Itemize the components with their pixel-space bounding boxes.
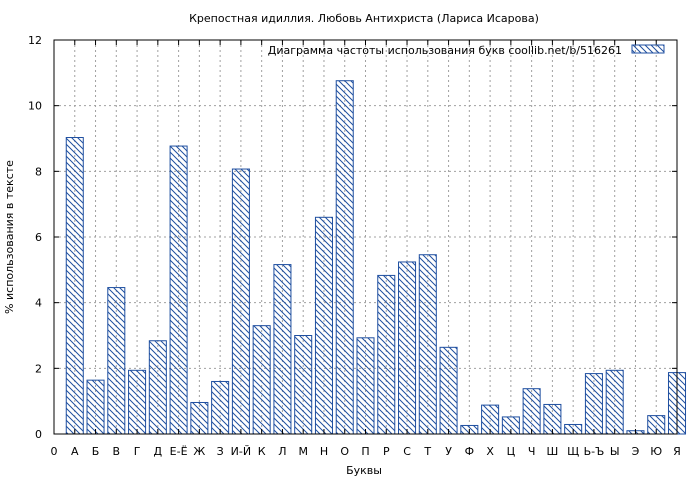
bar-Т (418, 254, 437, 435)
bar-Н (314, 216, 333, 435)
x-tick-label: Г (134, 445, 141, 458)
bar-Ы (605, 369, 624, 435)
x-tick-label: Д (154, 445, 163, 458)
x-tick-label: М (298, 445, 308, 458)
legend-swatch (631, 44, 665, 54)
x-tick-label: Э (632, 445, 640, 458)
bar-В (107, 287, 126, 435)
x-tick-label: К (258, 445, 266, 458)
chart-title: Крепостная идиллия. Любовь Антихриста (Л… (189, 12, 539, 25)
bar-С (398, 261, 417, 435)
x-tick-label: Ч (528, 445, 536, 458)
bar-О (335, 80, 354, 435)
y-tick-label: 8 (35, 165, 42, 178)
x-tick-label: Т (423, 445, 431, 458)
y-tick-label: 12 (28, 34, 42, 47)
x-tick-label: Ш (547, 445, 559, 458)
plot-frame (53, 39, 678, 435)
x-tick-label: А (71, 445, 79, 458)
x-tick-label: Щ (567, 445, 579, 458)
x-tick-label: Ж (193, 445, 205, 458)
bar-Д (148, 340, 167, 435)
bar-З (211, 380, 230, 435)
bar-А (65, 137, 84, 435)
bar-Г (128, 369, 147, 435)
x-tick-label: Е-Ё (170, 445, 188, 458)
x-tick-label: И-Й (231, 445, 251, 458)
x-tick-label: Р (383, 445, 390, 458)
bar-Е-Ё (169, 145, 188, 435)
y-tick-labels: 0 2 4 6 8 10 12 (28, 34, 42, 441)
x-tick-label: Х (486, 445, 494, 458)
x-tick-label: П (361, 445, 369, 458)
bar-У (439, 346, 458, 435)
x-tick-label: Я (673, 445, 681, 458)
bars (65, 80, 687, 435)
legend-label: Диаграмма частоты использования букв coo… (268, 44, 622, 57)
x-tick-label: О (340, 445, 349, 458)
bar-Ч (522, 388, 541, 435)
x-tick-label: Ф (465, 445, 474, 458)
x-tick-label: Б (92, 445, 100, 458)
y-tick-label: 4 (35, 297, 42, 310)
x-axis-label: Буквы (346, 464, 382, 477)
legend: Диаграмма частоты использования букв coo… (268, 44, 665, 57)
bar-Ь-Ъ (584, 373, 603, 435)
x-tick-label: У (445, 445, 452, 458)
bar-П (356, 337, 375, 435)
axes (53, 39, 678, 435)
y-tick-label: 0 (35, 428, 42, 441)
x-tick-label: В (113, 445, 121, 458)
bar-М (294, 335, 313, 435)
x-tick-label: Н (320, 445, 328, 458)
bar-Л (273, 264, 292, 435)
bar-Р (377, 274, 396, 435)
x-tick-label: З (217, 445, 224, 458)
y-tick-label: 6 (35, 231, 42, 244)
y-axis-label: % использования в тексте (3, 160, 16, 314)
bar-Б (86, 379, 105, 435)
bar-И-Й (231, 168, 250, 435)
x-tick-label: Ц (507, 445, 516, 458)
x-tick-label: 0 (51, 445, 58, 458)
x-tick-label: Л (278, 445, 286, 458)
x-tick-label: Ь-Ъ (584, 445, 605, 458)
y-tick-label: 10 (28, 100, 42, 113)
x-tick-label: Ы (610, 445, 620, 458)
bar-К (252, 325, 271, 435)
x-tick-label: С (403, 445, 411, 458)
x-tick-label: Ю (650, 445, 662, 458)
x-tick-labels: 0 А Б В Г Д Е-Ё Ж З И-Й К Л М Н О П Р С Т У Ф Х Ц Ч Ш Щ Ь-Ъ Ы Э Ю Я (51, 445, 681, 458)
y-tick-label: 2 (35, 362, 42, 375)
